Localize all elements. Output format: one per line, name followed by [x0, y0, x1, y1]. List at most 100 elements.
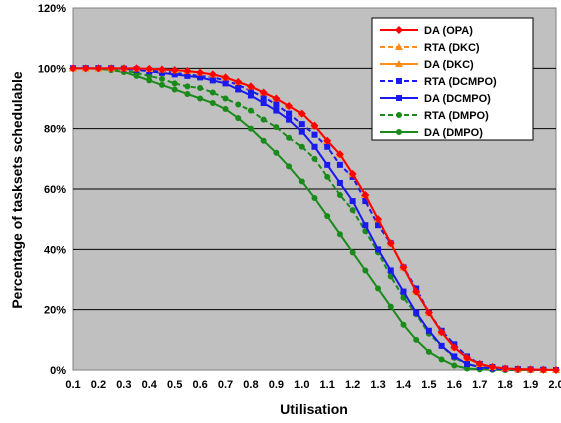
data-point-rta-dmpo — [286, 134, 293, 141]
data-point-da-dcmpo — [400, 288, 407, 295]
data-point-da-dmpo — [222, 106, 229, 113]
data-point-rta-dcmpo — [311, 131, 318, 138]
data-point-da-dcmpo — [222, 80, 229, 87]
data-point-da-dmpo — [286, 163, 293, 170]
legend-label: DA (DKC) — [424, 59, 474, 71]
data-point-da-opa — [246, 82, 255, 91]
data-point-da-opa — [208, 70, 217, 79]
data-point-da-opa — [513, 365, 522, 374]
data-point-da-dmpo — [413, 336, 420, 343]
data-point-da-opa — [424, 308, 433, 317]
data-point-da-dmpo — [336, 231, 343, 238]
x-tick-label: 1.6 — [447, 379, 462, 391]
data-point-rta-dmpo — [298, 143, 305, 150]
data-point-rta-dcmpo — [298, 121, 305, 128]
x-tick-label: 0.5 — [167, 379, 182, 391]
data-point-rta-dmpo — [158, 75, 165, 82]
legend-label: RTA (DKC) — [424, 42, 480, 54]
x-axis-label: Utilisation — [280, 401, 348, 417]
x-tick-label: 1.9 — [523, 379, 538, 391]
data-point-da-dmpo — [158, 81, 165, 88]
data-point-rta-dmpo — [349, 207, 356, 214]
legend-marker — [395, 43, 403, 50]
data-point-da-dcmpo — [209, 77, 216, 84]
data-point-da-dcmpo — [349, 198, 356, 205]
legend-marker — [395, 26, 403, 34]
data-point-da-opa — [386, 239, 395, 248]
x-tick-label: 0.2 — [91, 379, 106, 391]
data-point-rta-dmpo — [387, 273, 394, 280]
data-point-rta-dmpo — [260, 116, 267, 123]
data-point-da-opa — [170, 66, 179, 75]
x-tick-label: 1.4 — [396, 379, 412, 391]
data-point-da-dmpo — [438, 356, 445, 363]
legend-marker — [395, 60, 403, 67]
data-point-rta-dmpo — [146, 72, 153, 79]
x-tick-label: 0.7 — [218, 379, 233, 391]
data-point-rta-dcmpo — [336, 161, 343, 168]
data-point-rta-dmpo — [311, 155, 318, 162]
data-point-da-opa — [361, 191, 370, 200]
data-point-da-dcmpo — [235, 86, 242, 93]
data-point-da-opa — [81, 64, 90, 73]
data-point-da-dcmpo — [260, 100, 267, 107]
data-point-da-opa — [107, 64, 116, 73]
data-point-da-opa — [323, 136, 332, 145]
data-point-da-opa — [119, 64, 128, 73]
data-point-rta-dmpo — [197, 84, 204, 91]
data-point-da-dmpo — [247, 125, 254, 132]
data-point-da-opa — [310, 121, 319, 130]
data-point-da-dcmpo — [375, 246, 382, 253]
data-point-da-dmpo — [235, 115, 242, 122]
y-tick-label: 60% — [44, 184, 66, 196]
legend-label: RTA (DCMPO) — [424, 76, 497, 88]
legend-entry: RTA (DMPO) — [380, 110, 489, 122]
y-tick-label: 20% — [44, 305, 66, 317]
data-point-da-dmpo — [171, 86, 178, 93]
data-point-da-opa — [374, 215, 383, 224]
x-tick-label: 1.0 — [294, 379, 309, 391]
data-point-da-dcmpo — [336, 179, 343, 186]
data-point-rta-dmpo — [184, 83, 191, 90]
x-axis-ticks: 0.1 0.2 0.3 0.4 0.5 0.6 0.7 0.8 0.9 1.0 1.1 1.2 1.3 1… — [65, 379, 561, 391]
data-point-da-dcmpo — [286, 116, 293, 123]
data-point-da-opa — [221, 73, 230, 82]
data-point-da-opa — [552, 366, 560, 374]
data-point-da-dmpo — [209, 100, 216, 107]
data-point-rta-dmpo — [235, 101, 242, 108]
legend-marker — [396, 112, 402, 118]
data-point-da-opa — [348, 169, 357, 178]
data-point-da-opa — [132, 64, 141, 73]
legend-marker — [396, 78, 402, 84]
legend-label: DA (OPA) — [424, 25, 473, 37]
data-point-rta-dcmpo — [273, 101, 280, 108]
series-da-opa — [69, 64, 560, 374]
x-tick-label: 0.4 — [142, 379, 158, 391]
data-point-da-dmpo — [260, 137, 267, 144]
data-point-rta-dmpo — [336, 192, 343, 199]
data-point-rta-dmpo — [209, 89, 216, 96]
data-point-da-opa — [335, 150, 344, 159]
data-point-da-dcmpo — [311, 143, 318, 150]
legend-marker — [396, 129, 402, 135]
data-point-rta-dmpo — [247, 107, 254, 114]
data-point-da-dcmpo — [438, 342, 445, 349]
x-tick-label: 1.1 — [320, 379, 335, 391]
y-tick-label: 100% — [38, 63, 66, 75]
x-tick-label: 0.1 — [65, 379, 80, 391]
x-tick-label: 1.2 — [345, 379, 360, 391]
legend: DA (OPA) RTA (DKC) DA (DKC) RTA (DCMPO) DA (… — [371, 17, 534, 141]
y-tick-label: 120% — [38, 3, 66, 15]
data-point-da-opa — [437, 328, 446, 337]
data-point-da-opa — [475, 359, 484, 368]
data-point-rta-dmpo — [222, 95, 229, 102]
data-point-da-opa — [259, 88, 268, 97]
data-point-da-dcmpo — [413, 309, 420, 316]
data-point-da-opa — [399, 263, 408, 272]
data-point-da-opa — [412, 287, 421, 296]
data-point-rta-dcmpo — [260, 93, 267, 100]
legend-label: DA (DMPO) — [424, 127, 483, 139]
data-point-da-dmpo — [400, 321, 407, 328]
data-point-rta-dmpo — [171, 80, 178, 87]
